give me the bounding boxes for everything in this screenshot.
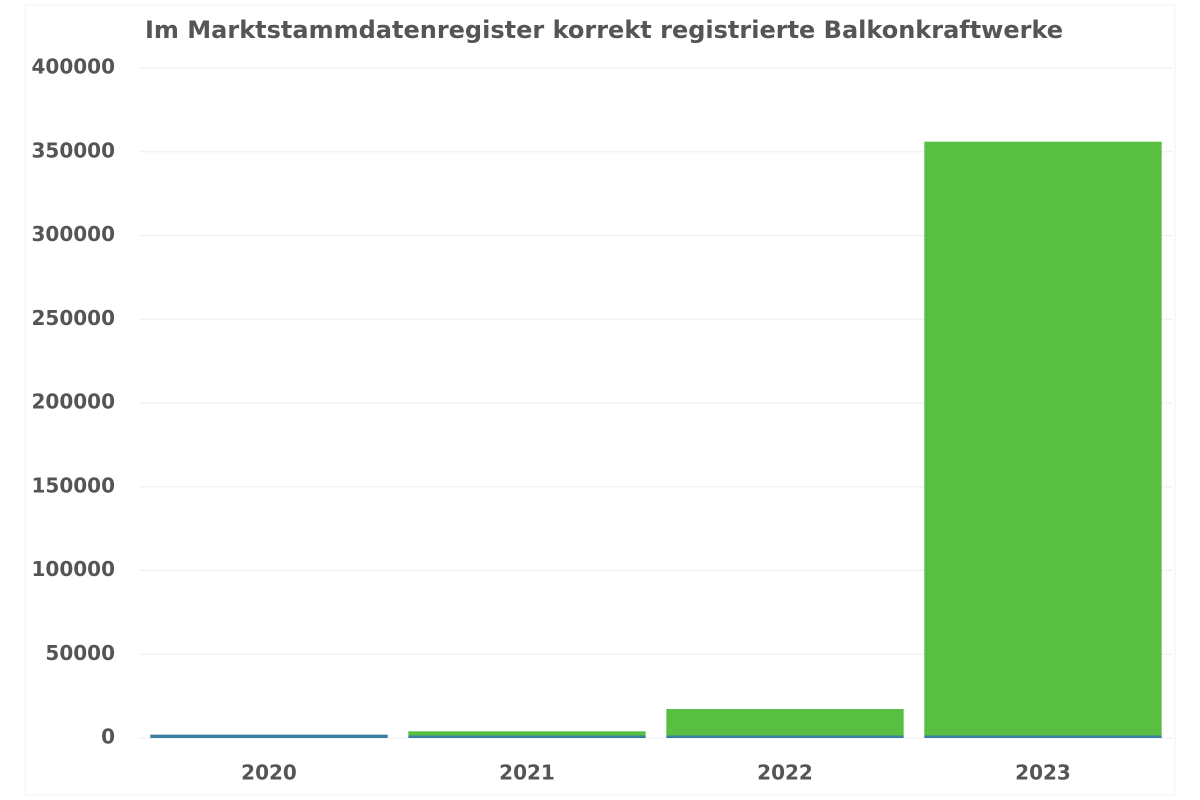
x-tick-label: 2023: [1015, 761, 1071, 785]
y-tick-label: 100000: [32, 557, 116, 581]
y-tick-label: 200000: [32, 390, 116, 414]
y-tick-label: 250000: [32, 306, 116, 330]
x-tick-label: 2021: [499, 761, 555, 785]
y-tick-label: 400000: [32, 55, 116, 79]
x-tick-label: 2022: [757, 761, 813, 785]
bar-segment: [150, 734, 388, 738]
bar-segment: [924, 141, 1162, 736]
y-tick-label: 150000: [32, 473, 116, 497]
bar-segment: [666, 709, 904, 736]
y-tick-label: 350000: [32, 138, 116, 162]
bar-segment: [408, 735, 646, 738]
bar-segment: [666, 735, 904, 738]
bar-segment: [408, 731, 646, 736]
bar-segment: [924, 735, 1162, 738]
chart-title: Im Marktstammdatenregister korrekt regis…: [145, 16, 1063, 44]
x-tick-label: 2020: [241, 761, 297, 785]
y-tick-label: 50000: [45, 641, 115, 665]
y-tick-label: 0: [101, 725, 115, 749]
y-tick-label: 300000: [32, 222, 116, 246]
